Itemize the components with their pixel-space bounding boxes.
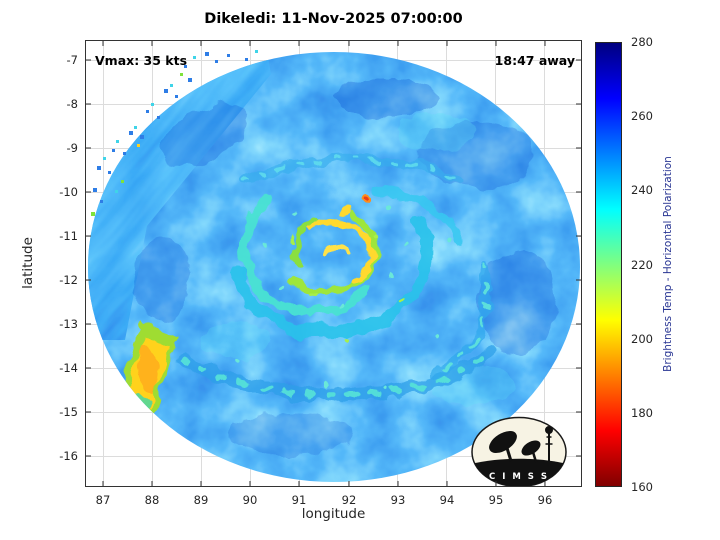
x-tick-label: 88	[144, 493, 160, 507]
plot-area: C I M S S Vmax: 35 kts 18:47 away	[85, 40, 582, 488]
swath-plot-svg: C I M S S	[85, 40, 582, 488]
colorbar-tick-label: 200	[631, 332, 653, 346]
colorbar	[595, 42, 622, 487]
axes-frame	[85, 40, 582, 487]
x-tick-label: 95	[488, 493, 504, 507]
vmax-annotation: Vmax: 35 kts	[95, 53, 188, 68]
y-axis-label: latitude	[20, 237, 36, 289]
convective-dots	[288, 232, 406, 342]
y-tick-label: -9	[66, 141, 78, 155]
y-tick-label: -14	[59, 361, 78, 375]
y-tick-label: -16	[59, 449, 78, 463]
colorbar-tick-label: 220	[631, 258, 653, 272]
cimss-logo: C I M S S	[471, 416, 567, 488]
colorbar-tick-label: 280	[631, 35, 653, 49]
y-tick-label: -13	[59, 317, 78, 331]
tower-icon	[545, 426, 553, 462]
y-tick-label: -10	[59, 185, 78, 199]
logo-ground	[472, 458, 566, 487]
time-away-annotation: 18:47 away	[494, 53, 575, 68]
colorbar-tick-label: 260	[631, 109, 653, 123]
x-tick-label: 91	[291, 493, 307, 507]
y-tick-label: -12	[59, 273, 78, 287]
x-tick-label: 94	[439, 493, 455, 507]
edge-speckles	[91, 50, 258, 216]
satellite-dish-icon	[489, 431, 541, 463]
colorbar-tick-label: 160	[631, 480, 653, 494]
colorbar-label: Brightness Temp - Horizontal Polarizatio…	[662, 156, 674, 372]
x-tick-label: 87	[95, 493, 111, 507]
x-tick-label: 89	[193, 493, 209, 507]
x-axis-label: longitude	[301, 506, 366, 522]
y-tick-label: -15	[59, 405, 78, 419]
chart-title: Dikeledi: 11-Nov-2025 07:00:00	[204, 11, 463, 27]
colorbar-tick-label: 240	[631, 183, 653, 197]
colorbar-tick-label: 180	[631, 406, 653, 420]
x-tick-label: 96	[537, 493, 553, 507]
cimss-logo-text: C I M S S	[489, 472, 549, 482]
microwave-swath	[88, 52, 580, 482]
cyclone-spiral-bands	[135, 78, 555, 457]
x-tick-label: 93	[390, 493, 406, 507]
y-tick-label: -8	[66, 97, 78, 111]
bright-cell-dots	[234, 202, 451, 392]
x-tick-label: 92	[341, 493, 357, 507]
y-tick-label: -11	[59, 229, 78, 243]
x-tick-label: 90	[242, 493, 258, 507]
y-tick-label: -7	[66, 53, 78, 67]
